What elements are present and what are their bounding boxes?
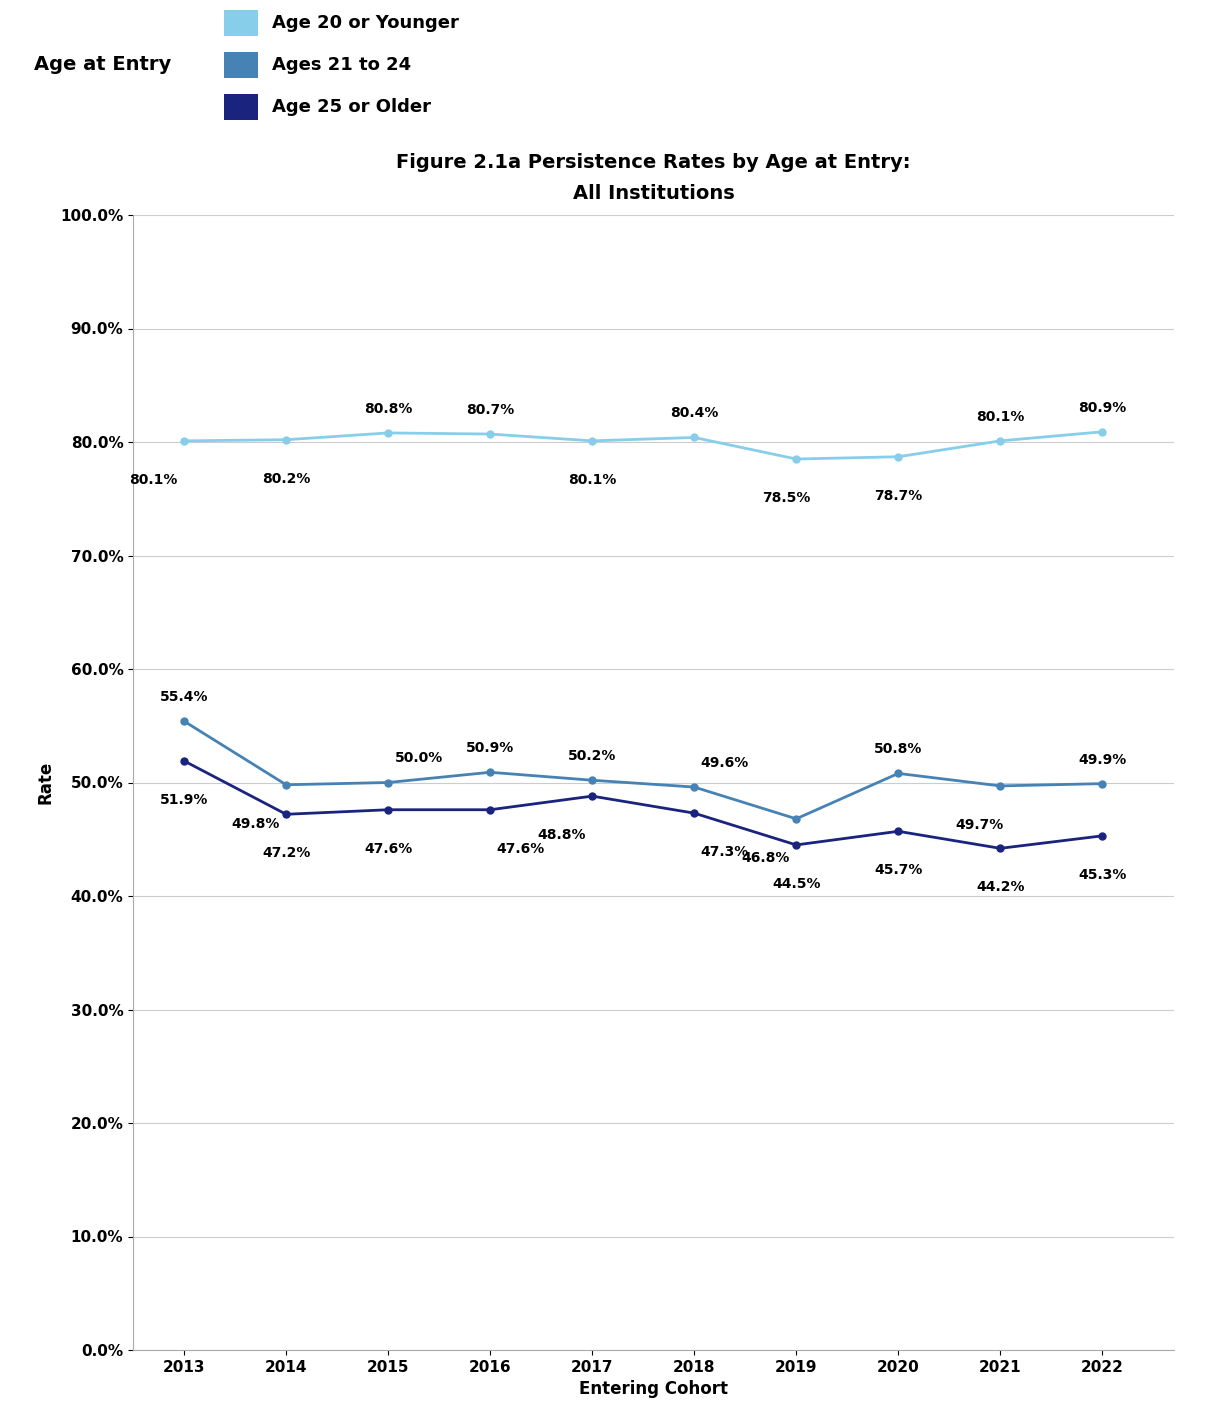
Text: 80.2%: 80.2% xyxy=(261,472,310,485)
Text: 80.7%: 80.7% xyxy=(466,402,514,417)
Text: 78.7%: 78.7% xyxy=(874,489,922,502)
FancyBboxPatch shape xyxy=(224,10,258,37)
Text: 80.4%: 80.4% xyxy=(670,407,719,421)
Text: All Institutions: All Institutions xyxy=(572,185,734,203)
Text: 49.8%: 49.8% xyxy=(231,816,280,830)
Text: 46.8%: 46.8% xyxy=(742,850,790,865)
Text: Ages 21 to 24: Ages 21 to 24 xyxy=(272,55,411,74)
Text: 49.9%: 49.9% xyxy=(1078,752,1127,766)
Text: Figure 2.1a Persistence Rates by Age at Entry:: Figure 2.1a Persistence Rates by Age at … xyxy=(396,152,911,172)
Text: 50.8%: 50.8% xyxy=(874,742,922,757)
Text: 78.5%: 78.5% xyxy=(762,491,811,505)
Text: 49.7%: 49.7% xyxy=(956,818,1004,832)
Text: 51.9%: 51.9% xyxy=(160,792,208,806)
Text: 48.8%: 48.8% xyxy=(537,828,586,842)
Text: 47.6%: 47.6% xyxy=(496,842,544,856)
Text: 80.1%: 80.1% xyxy=(567,472,616,486)
Text: 50.9%: 50.9% xyxy=(466,741,514,755)
Text: 45.3%: 45.3% xyxy=(1078,867,1127,882)
Text: 80.1%: 80.1% xyxy=(976,410,1025,424)
FancyBboxPatch shape xyxy=(224,53,258,78)
Text: 45.7%: 45.7% xyxy=(874,863,922,877)
Text: Age at Entry: Age at Entry xyxy=(34,55,172,74)
Text: Age 25 or Older: Age 25 or Older xyxy=(272,98,431,115)
Text: Age 20 or Younger: Age 20 or Younger xyxy=(272,14,459,33)
Text: 47.2%: 47.2% xyxy=(261,846,310,860)
Y-axis label: Rate: Rate xyxy=(36,761,54,803)
Text: 49.6%: 49.6% xyxy=(701,757,749,771)
FancyBboxPatch shape xyxy=(224,94,258,119)
Text: 55.4%: 55.4% xyxy=(160,690,208,704)
Text: 80.8%: 80.8% xyxy=(364,402,413,415)
Text: 50.0%: 50.0% xyxy=(394,751,443,765)
X-axis label: Entering Cohort: Entering Cohort xyxy=(578,1381,728,1398)
Text: 80.1%: 80.1% xyxy=(129,472,178,486)
Text: 47.3%: 47.3% xyxy=(701,845,749,859)
Text: 47.6%: 47.6% xyxy=(364,842,413,856)
Text: 80.9%: 80.9% xyxy=(1078,401,1127,415)
Text: 44.5%: 44.5% xyxy=(772,877,820,890)
Text: 44.2%: 44.2% xyxy=(976,880,1025,894)
Text: 50.2%: 50.2% xyxy=(567,749,616,764)
